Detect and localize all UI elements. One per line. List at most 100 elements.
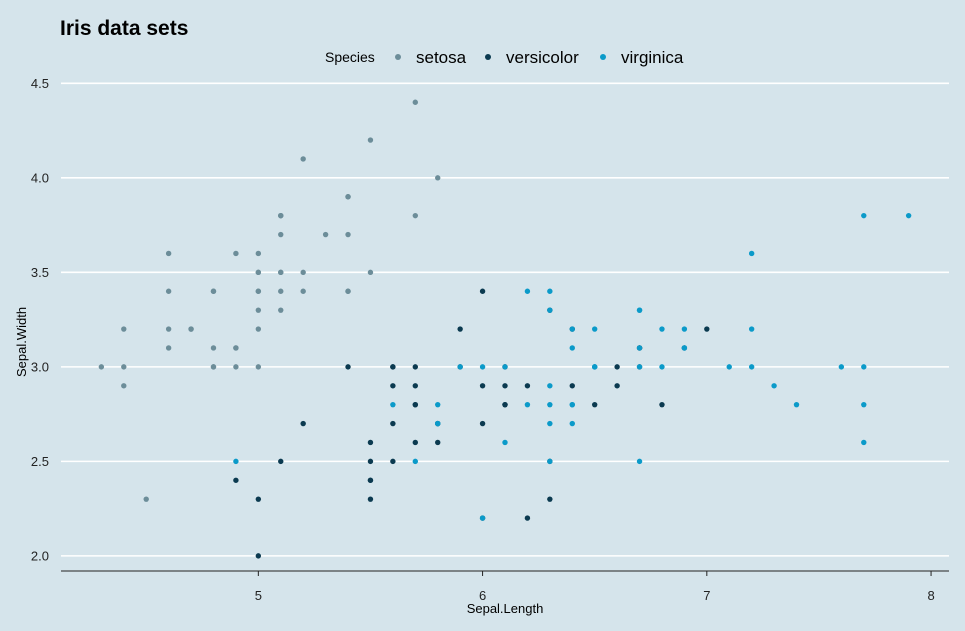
point-versicolor (479, 288, 486, 294)
y-axis-title: Sepal.Width (14, 307, 29, 377)
point-versicolor (569, 383, 575, 389)
point-virginica (547, 458, 553, 465)
point-versicolor (614, 364, 620, 370)
point-setosa (278, 269, 284, 276)
point-versicolor (367, 477, 374, 483)
point-setosa (345, 194, 351, 200)
point-virginica (502, 439, 508, 446)
point-virginica (861, 212, 867, 219)
point-setosa (278, 212, 284, 219)
legend-marker-virginica (600, 54, 606, 60)
point-setosa (322, 231, 329, 238)
legend: Species setosa versicolor virginica (325, 48, 684, 67)
x-tick-label: 5 (255, 588, 262, 603)
point-setosa (278, 231, 284, 238)
point-virginica (547, 383, 553, 389)
point-setosa (165, 288, 172, 294)
point-setosa (121, 364, 127, 370)
point-virginica (569, 326, 575, 332)
point-setosa (121, 383, 127, 389)
legend-label-setosa: setosa (416, 48, 467, 67)
point-versicolor (502, 383, 508, 389)
point-setosa (367, 137, 374, 143)
x-axis-ticks: 5 6 7 8 (255, 571, 935, 603)
point-setosa (278, 307, 284, 313)
point-versicolor (412, 439, 419, 446)
point-versicolor (412, 364, 419, 370)
point-virginica (524, 401, 531, 408)
point-versicolor (659, 401, 665, 408)
point-versicolor (502, 401, 508, 408)
point-setosa (233, 345, 239, 351)
point-virginica (547, 401, 553, 408)
point-virginica (636, 345, 643, 351)
point-virginica (748, 326, 755, 332)
point-virginica (547, 307, 553, 313)
point-versicolor (367, 458, 374, 465)
y-tick-label: 2.0 (31, 548, 49, 563)
point-versicolor (390, 364, 396, 370)
point-setosa (300, 156, 306, 162)
point-setosa (188, 326, 194, 332)
point-setosa (165, 345, 172, 351)
point-virginica (435, 420, 441, 427)
point-setosa (412, 212, 419, 219)
point-virginica (861, 364, 867, 370)
point-setosa (121, 326, 127, 332)
point-virginica (390, 401, 396, 408)
x-tick-label: 8 (927, 588, 934, 603)
point-setosa (255, 250, 262, 257)
point-virginica (435, 401, 441, 408)
point-virginica (748, 250, 755, 257)
point-versicolor (457, 326, 463, 332)
point-virginica (233, 458, 239, 465)
point-virginica (412, 458, 419, 465)
point-virginica (547, 420, 553, 427)
x-tick-label: 6 (479, 588, 486, 603)
point-virginica (681, 326, 688, 332)
point-versicolor (345, 364, 351, 370)
point-versicolor (412, 401, 419, 408)
point-virginica (457, 364, 463, 370)
point-versicolor (255, 553, 262, 559)
point-setosa (345, 288, 351, 294)
point-setosa (345, 231, 351, 238)
y-tick-label: 4.0 (31, 170, 49, 185)
point-versicolor (367, 439, 374, 446)
point-versicolor (704, 326, 710, 332)
point-versicolor (300, 420, 306, 427)
x-tick-label: 7 (703, 588, 710, 603)
point-virginica (591, 364, 598, 370)
legend-label-versicolor: versicolor (506, 48, 579, 67)
point-virginica (905, 212, 912, 219)
point-setosa (255, 326, 262, 332)
point-virginica (726, 364, 732, 370)
y-tick-label: 2.5 (31, 454, 49, 469)
point-virginica (479, 515, 486, 521)
point-versicolor (278, 458, 284, 465)
point-setosa (367, 269, 374, 276)
legend-marker-versicolor (485, 54, 491, 60)
point-setosa (435, 175, 441, 181)
point-setosa (210, 288, 217, 294)
point-setosa (300, 269, 306, 276)
point-versicolor (591, 401, 598, 408)
point-versicolor (524, 515, 531, 521)
point-virginica (748, 364, 755, 370)
point-setosa (233, 364, 239, 370)
point-versicolor (479, 420, 486, 427)
point-virginica (547, 288, 553, 294)
point-versicolor (390, 420, 396, 427)
point-virginica (636, 307, 643, 313)
point-versicolor (435, 439, 441, 446)
point-setosa (255, 307, 262, 313)
point-virginica (502, 364, 508, 370)
point-setosa (255, 288, 262, 294)
gridlines (61, 82, 949, 557)
point-setosa (210, 364, 217, 370)
point-virginica (659, 364, 665, 370)
point-setosa (412, 99, 419, 105)
point-setosa (255, 269, 262, 276)
point-versicolor (547, 496, 553, 502)
